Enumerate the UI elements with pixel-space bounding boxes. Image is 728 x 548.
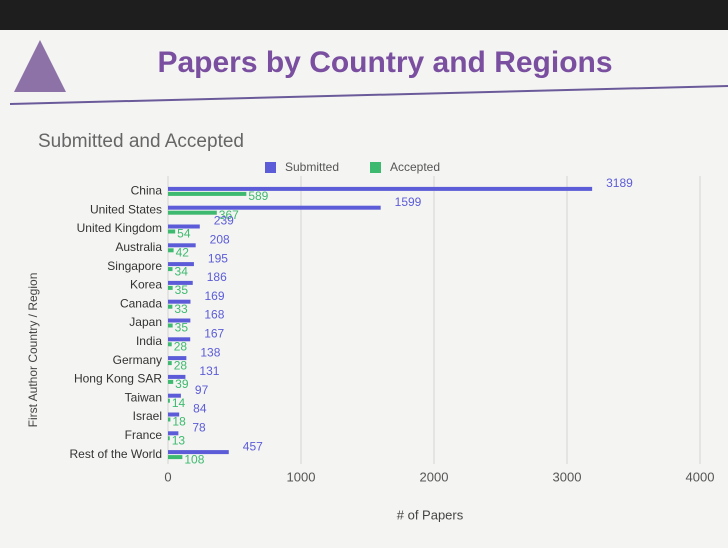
- bar: [168, 379, 174, 384]
- y-tick-label: Israel: [133, 409, 162, 423]
- bar: [168, 224, 200, 229]
- bar: [168, 304, 173, 309]
- y-tick-label: Singapore: [107, 259, 162, 273]
- data-label: 84: [193, 402, 207, 416]
- bar: [168, 191, 247, 196]
- data-label: 589: [248, 189, 268, 203]
- bar: [168, 374, 186, 379]
- bar: [168, 450, 229, 455]
- data-label: 35: [175, 283, 189, 297]
- x-tick-label: 2000: [420, 469, 449, 484]
- data-label: 78: [192, 420, 206, 434]
- data-label: 34: [175, 264, 189, 278]
- legend-label: Submitted: [285, 160, 339, 174]
- bar: [168, 431, 179, 436]
- data-label: 1599: [395, 195, 422, 209]
- bar: [168, 361, 172, 366]
- data-label: 97: [195, 383, 209, 397]
- bar: [168, 436, 170, 441]
- data-label: 13: [172, 433, 186, 447]
- data-label: 169: [204, 289, 224, 303]
- bar: [168, 280, 193, 285]
- bar: [168, 243, 196, 248]
- data-label: 367: [219, 208, 239, 222]
- top-border: [0, 0, 728, 30]
- bar: [168, 412, 180, 417]
- y-tick-label: China: [131, 184, 163, 198]
- data-label: 33: [174, 302, 188, 316]
- data-label: 108: [184, 452, 204, 466]
- data-label: 18: [172, 415, 186, 429]
- bar: [168, 417, 171, 422]
- y-tick-label: United States: [90, 202, 162, 216]
- legend-label: Accepted: [390, 160, 440, 174]
- y-tick-label: Canada: [120, 296, 162, 310]
- chart-subtitle: Submitted and Accepted: [38, 131, 244, 152]
- x-tick-label: 3000: [553, 469, 582, 484]
- data-label: 131: [199, 364, 219, 378]
- x-tick-label: 0: [164, 469, 171, 484]
- data-label: 168: [204, 308, 224, 322]
- bar: [168, 323, 173, 328]
- legend-swatch: [370, 162, 381, 173]
- data-label: 167: [204, 326, 224, 340]
- x-tick-label: 4000: [686, 469, 715, 484]
- y-tick-label: Rest of the World: [70, 447, 162, 461]
- bar: [168, 229, 176, 234]
- y-tick-label: Japan: [129, 315, 162, 329]
- bar: [168, 262, 194, 267]
- data-label: 28: [174, 339, 188, 353]
- bar: [168, 285, 173, 290]
- bar: [168, 398, 170, 403]
- x-tick-label: 1000: [287, 469, 316, 484]
- bar: [168, 393, 181, 398]
- data-label: 186: [207, 270, 227, 284]
- y-axis-label: First Author Country / Region: [26, 273, 40, 428]
- y-tick-label: Taiwan: [125, 390, 162, 404]
- data-label: 138: [200, 345, 220, 359]
- slide-title: Papers by Country and Regions: [157, 46, 612, 79]
- data-label: 54: [177, 227, 191, 241]
- bar: [168, 337, 191, 342]
- data-label: 42: [176, 245, 190, 259]
- bar: [168, 267, 173, 272]
- legend-swatch: [265, 162, 276, 173]
- y-tick-label: India: [136, 334, 162, 348]
- data-label: 208: [210, 232, 230, 246]
- bar: [168, 186, 593, 191]
- data-label: 3189: [606, 176, 633, 190]
- data-label: 28: [174, 358, 188, 372]
- bar: [168, 455, 183, 460]
- bar: [168, 299, 191, 304]
- bar: [168, 210, 217, 215]
- bar: [168, 356, 187, 361]
- logo: [14, 40, 66, 92]
- bar: [168, 248, 174, 253]
- y-tick-label: Hong Kong SAR: [74, 372, 162, 386]
- y-tick-label: France: [125, 428, 163, 442]
- data-label: 35: [175, 321, 189, 335]
- x-axis-label: # of Papers: [397, 507, 464, 522]
- y-tick-label: United Kingdom: [77, 221, 162, 235]
- data-label: 457: [243, 439, 263, 453]
- data-label: 14: [172, 396, 186, 410]
- y-tick-label: Australia: [115, 240, 162, 254]
- title-rule: [9, 85, 728, 105]
- bar: [168, 342, 172, 347]
- y-tick-label: Germany: [113, 353, 162, 367]
- y-tick-label: Korea: [130, 278, 162, 292]
- bar: [168, 318, 191, 323]
- data-label: 195: [208, 251, 228, 265]
- data-label: 39: [175, 377, 189, 391]
- bar: [168, 205, 381, 210]
- data-label: 239: [214, 214, 234, 228]
